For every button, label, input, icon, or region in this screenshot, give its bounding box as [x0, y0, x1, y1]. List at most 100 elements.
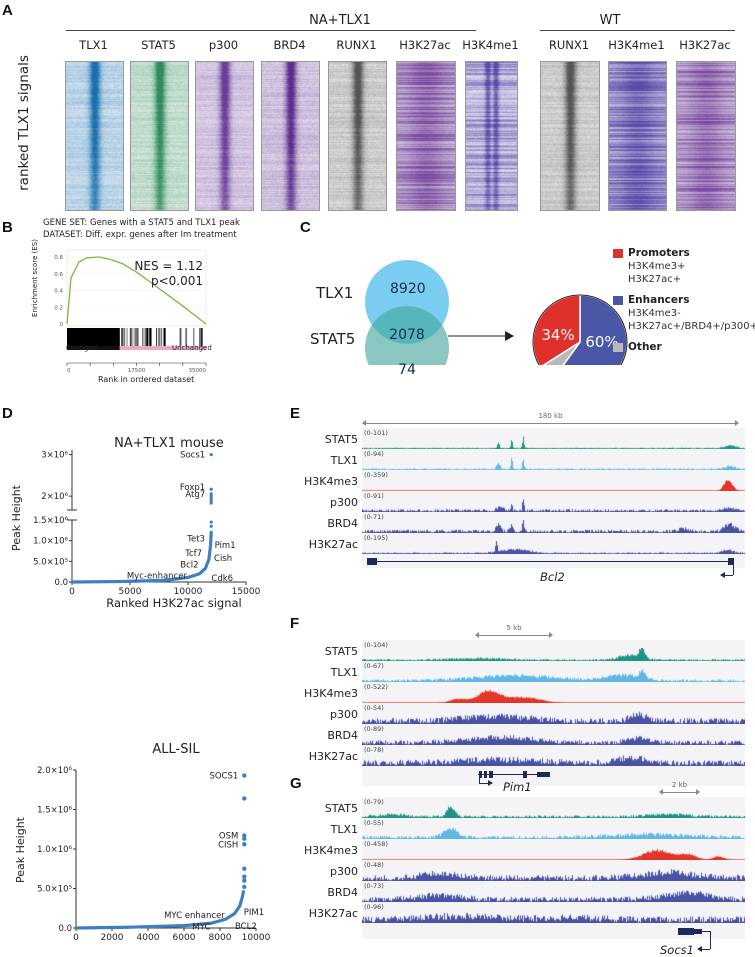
venn-label-tlx1: TLX1 — [316, 284, 354, 302]
scatter-label-pim1: PIM1 — [244, 908, 264, 918]
heatmap-na-tlx1-stat5 — [130, 61, 189, 211]
scatter-point — [242, 884, 247, 890]
track-range-p300: (0-54) — [364, 704, 384, 712]
tss-arrow-icon — [720, 572, 725, 578]
gsea-barcode-hit — [149, 328, 152, 346]
scale-bar-label: 2 kb — [671, 781, 688, 789]
track-label-h3k27ac: H3K27ac — [308, 538, 358, 551]
heatmap-title-runx1: RUNX1 — [336, 38, 377, 52]
track-label-brd4: BRD4 — [327, 886, 358, 899]
gsea-y-tick: 0.2 — [54, 305, 63, 311]
scatter-y-tick-label: 2×10⁶ — [41, 492, 68, 502]
legend-swatch-enhancers — [613, 296, 623, 305]
gsea-y-tick: 0.4 — [54, 289, 63, 295]
legend-subtitle: H3K4me3- — [628, 308, 681, 319]
gene-label-bcl2: Bcl2 — [540, 570, 565, 584]
gsea-barcode-hit — [201, 328, 203, 346]
scatter-point — [242, 874, 247, 879]
legend-swatch-promoters — [613, 249, 623, 258]
heatmap-na-tlx1-brd4 — [261, 61, 320, 211]
gsea-plot: 0 0.2 0.4 0.6 0.8 0 17500 35000 — [54, 249, 207, 373]
scatter-title: NA+TLX1 mouse — [114, 436, 224, 451]
scatter-point — [209, 487, 213, 491]
peak-height-plots: NA+TLX1 mouse Peak Height 0 5000 10000 15000R… — [10, 436, 271, 940]
heatmap-wt-runx1 — [540, 61, 600, 211]
gsea-ylabel: Enrichment score (ES) — [31, 239, 39, 317]
gsea-barcode-hit — [130, 328, 133, 346]
scatter-y-tick-label: 0.0 — [54, 578, 68, 588]
gene-model-exon — [484, 771, 487, 778]
heatmap-title-h3k27ac: H3K27ac — [679, 38, 731, 52]
scale-bar-arrow-right-icon — [549, 632, 553, 638]
track-label-p300: p300 — [330, 496, 358, 509]
gene-model-exon — [678, 928, 694, 935]
gsea-rank-bar-changed — [67, 346, 120, 350]
scale-bar-line — [477, 635, 551, 636]
track-range-stat5: (0-104) — [364, 641, 388, 649]
track-signal-p300 — [362, 711, 745, 724]
track-label-h3k27ac: H3K27ac — [308, 750, 358, 763]
gsea-barcode-hit — [144, 328, 147, 346]
gsea-barcode-hit — [185, 328, 188, 346]
track-signal-tlx1 — [362, 669, 745, 682]
track-range-brd4: (0-89) — [364, 725, 384, 733]
heatmap-na-tlx1-h3k27ac — [396, 61, 456, 211]
gene-model-exon — [489, 771, 493, 778]
scatter-label-osm: OSM — [219, 832, 238, 842]
scale-bar-label: 5 kb — [506, 624, 522, 632]
track-label-h3k4me3: H3K4me3 — [304, 475, 358, 488]
track-range-tlx1: (0-94) — [364, 450, 384, 458]
scatter-xlabel: Ranked H3K27ac signal — [106, 596, 242, 610]
track-range-h3k27ac: (0-195) — [364, 534, 388, 542]
tss-arrow-icon — [697, 946, 702, 952]
panel-letter-c: C — [300, 219, 311, 236]
legend-subtitle: H3K27ac+/BRD4+/p300+ — [628, 321, 755, 332]
heatmap-title-tlx1: TLX1 — [79, 38, 108, 52]
track-range-p300: (0-91) — [364, 492, 384, 500]
gsea-barcode-hit — [135, 328, 136, 346]
track-label-h3k4me3: H3K4me3 — [304, 687, 358, 700]
gsea-barcode-hit — [135, 328, 138, 346]
track-signal-tlx1 — [362, 826, 745, 839]
scatter-point — [209, 501, 213, 505]
venn-count-tlx1-only: 8920 — [390, 281, 426, 297]
gsea-x-tick-label: 35000 — [189, 368, 207, 373]
gsea-y-tick: 0.8 — [54, 255, 63, 261]
gene-model-intron — [478, 774, 550, 775]
group-label-na-tlx1: NA+TLX1 — [309, 13, 371, 28]
track-range-h3k4me3: (0-458) — [364, 840, 388, 848]
heatmap-title-runx1: RUNX1 — [548, 38, 590, 52]
gsea-barcode-hit — [123, 328, 126, 346]
gsea-barcode-hit — [193, 328, 195, 346]
track-label-stat5: STAT5 — [324, 433, 358, 446]
venn-count-stat5-only: 74 — [398, 362, 416, 378]
gsea-barcode-hit — [133, 328, 135, 346]
track-range-tlx1: (0-55) — [364, 819, 384, 827]
gsea-barcode-hit — [163, 328, 166, 346]
scatter-label-myc: MYC — [192, 922, 210, 932]
scatter-point — [242, 836, 247, 841]
scatter-point — [242, 866, 247, 871]
panel-letter-e: E — [290, 405, 301, 422]
scatter-x-tick-label: 0 — [73, 933, 79, 940]
gsea-x-tick-label: 17500 — [128, 368, 146, 373]
tss-arrow-shaft — [479, 783, 489, 784]
track-label-tlx1: TLX1 — [330, 823, 358, 836]
scatter-point — [242, 842, 247, 847]
scatter-point — [242, 796, 247, 801]
scatter-label-socs1: Socs1 — [180, 451, 205, 461]
scatter-x-tick-label: 4000 — [137, 933, 160, 940]
scatter-point — [209, 494, 213, 498]
gsea-barcode-hit — [160, 328, 163, 346]
track-label-stat5: STAT5 — [324, 802, 358, 815]
gene-model-exon — [728, 558, 734, 565]
scatter-y-tick-label: 1.5×10⁶ — [33, 516, 68, 526]
scale-bar-label: 180 kb — [538, 412, 563, 420]
tss-arrow-stem — [710, 931, 711, 949]
group-divider-wt — [540, 30, 735, 31]
panel-letter-g: G — [290, 775, 302, 792]
track-range-h3k27ac: (0-78) — [364, 746, 384, 754]
scatter-label-atg7: Atg7 — [185, 490, 205, 500]
tss-arrow-shaft — [723, 575, 733, 576]
scatter-x-tick-label: 2000 — [101, 933, 124, 940]
